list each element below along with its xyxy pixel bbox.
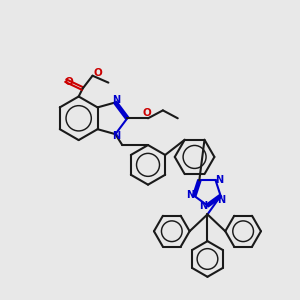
Text: O: O <box>64 76 73 87</box>
Text: N: N <box>112 131 120 141</box>
Text: O: O <box>143 108 152 118</box>
Text: N: N <box>186 190 194 200</box>
Text: N: N <box>200 202 208 212</box>
Text: N: N <box>112 95 120 106</box>
Text: O: O <box>93 68 102 78</box>
Text: N: N <box>215 176 223 185</box>
Text: N: N <box>218 195 226 205</box>
